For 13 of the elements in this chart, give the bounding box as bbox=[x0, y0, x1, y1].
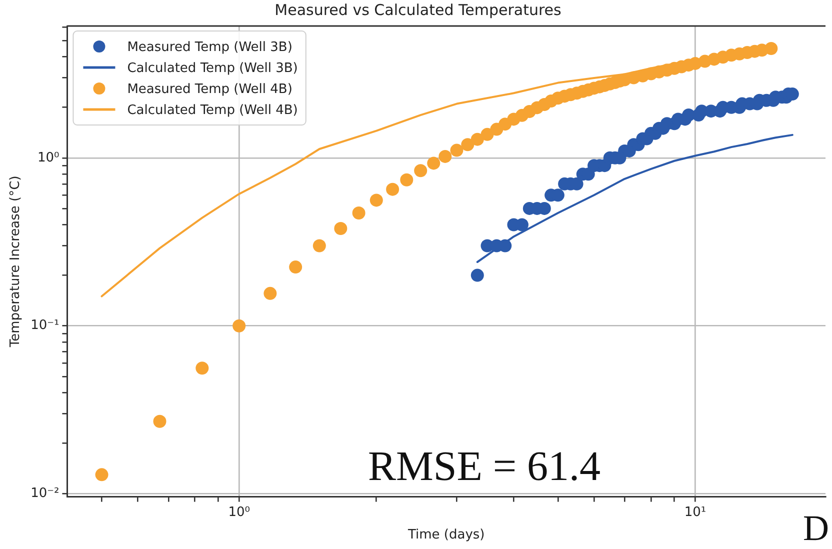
y-tick-label: 10⁻² bbox=[30, 486, 60, 502]
x-tick-label: 10¹ bbox=[684, 504, 706, 520]
x-axis-title: Time (days) bbox=[406, 528, 485, 543]
legend-label: Measured Temp (Well 3B) bbox=[127, 40, 292, 55]
text: D bbox=[803, 508, 829, 548]
annotation: RMSE = 61.4 bbox=[368, 444, 601, 490]
y-tick-label: 10⁰ bbox=[37, 150, 60, 166]
legend-label: Calculated Temp (Well 3B) bbox=[127, 60, 298, 76]
legend-label: Calculated Temp (Well 4B) bbox=[127, 102, 298, 118]
y-axis-title: Temperature Increase (°C) bbox=[8, 176, 24, 348]
chart-title: Measured vs Calculated Temperatures bbox=[274, 0, 562, 19]
legend-label: Measured Temp (Well 4B) bbox=[127, 82, 292, 97]
y-tick-label: 10⁻¹ bbox=[30, 318, 60, 334]
